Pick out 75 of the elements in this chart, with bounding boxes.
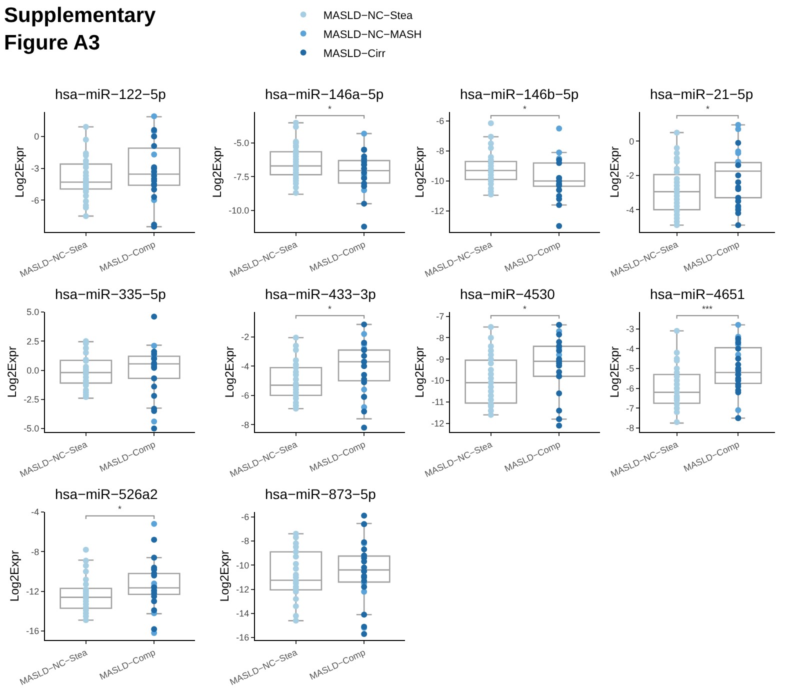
y-axis-title: Log2Expr [607,146,622,198]
annotation: * [523,104,527,114]
chart-title: hsa−miR−4651 [650,286,746,302]
annotation: * [328,104,332,114]
y-tick-label: -16 [26,626,40,636]
y-tick-label: -8 [436,332,444,343]
chart-title: hsa−miR−146b−5p [460,86,579,102]
y-tick-label: -6 [626,384,634,394]
y-tick-label: -8 [31,546,40,557]
annotation: * [523,304,527,314]
y-tick-label: 0.0 [26,365,40,376]
chart-title: hsa−miR−873−5p [265,486,376,502]
chart-title: hsa−miR−122−5p [55,86,166,102]
y-tick-label: -5 [626,364,634,374]
annotation: * [706,104,710,114]
y-tick-label: -5.0 [24,424,40,434]
annotation: * [118,504,122,514]
chart-title: hsa−miR−433−3p [265,286,376,302]
y-tick-label: -11 [432,397,444,408]
chart-title: hsa−miR−335−5p [55,286,166,302]
y-axis-title: Log2Expr [217,550,232,602]
annotation: * [328,304,332,314]
y-tick-label: -8 [436,146,444,156]
y-axis-title: Log2Expr [412,346,426,398]
y-tick-label: -8 [241,536,250,546]
chart-title: hsa−miR−21−5p [650,86,754,102]
y-tick-label: -12 [236,584,250,594]
y-tick-label: -7.5 [234,172,250,182]
y-tick-label: -4 [626,204,634,215]
y-tick-label: -5.0 [234,138,250,148]
y-tick-label: -16 [236,632,250,643]
y-tick-label: -10 [236,560,250,570]
y-tick-label: -4 [626,344,634,354]
text: Supplementary Figure A3 [4,4,156,54]
y-tick-label: -4 [31,507,40,518]
y-axis-title: Log2Expr [12,146,26,198]
y-tick-label: 0 [629,136,634,146]
y-tick-label: -3 [31,163,40,174]
y-axis-title: Log2Expr [7,550,22,602]
y-tick-label: 2.5 [26,336,40,346]
y-tick-label: -12 [26,586,40,597]
y-tick-label: 5.0 [26,307,40,318]
y-tick-label: -7 [626,403,634,414]
annotation: *** [702,304,714,314]
legend-label: MASLD−NC−MASH [323,28,422,41]
y-axis-title: Log2Expr [210,146,224,198]
y-tick-label: -6 [31,195,40,206]
y-tick-label: -10 [431,376,444,386]
chart-title: hsa−miR−4530 [460,286,556,302]
y-tick-label: -2 [241,332,250,342]
y-tick-label: -9 [436,354,444,364]
y-tick-label: -10 [431,176,444,186]
legend-label: MASLD−NC−Stea [323,10,414,22]
y-tick-label: 0 [34,132,40,142]
y-tick-label: -2.5 [24,394,40,405]
y-tick-label: -4 [241,361,250,372]
y-axis-title: Log2Expr [222,346,236,398]
chart-title: hsa−miR−526a2 [55,486,158,502]
y-tick-label: -6 [436,116,444,126]
y-tick-label: -8 [626,423,634,434]
y-tick-label: -12 [431,206,444,216]
y-tick-label: -10.0 [228,206,250,216]
chart-title: hsa−miR−146a−5p [265,86,384,102]
y-tick-label: -8 [241,420,250,430]
y-tick-label: -2 [626,170,634,181]
legend-label: MASLD−Cirr [323,48,386,60]
y-axis-title: Log2Expr [4,346,19,398]
y-tick-label: -6 [241,390,250,401]
y-tick-label: -3 [626,324,634,334]
y-tick-label: -12 [431,418,444,429]
y-tick-label: -6 [241,512,250,522]
y-axis-title: Log2Expr [607,346,622,398]
y-axis-title: Log2Expr [412,146,426,198]
y-tick-label: -14 [236,608,250,619]
y-tick-label: -7 [436,311,444,322]
